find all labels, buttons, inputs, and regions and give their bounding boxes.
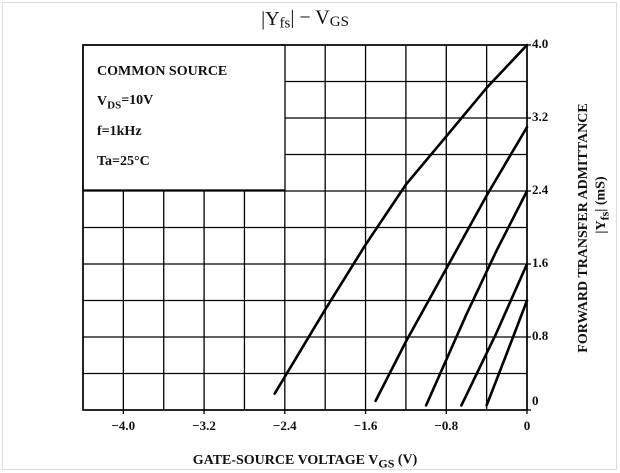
y-tick-label: 4.0 — [532, 36, 548, 51]
y-axis-label-part: |Y — [594, 220, 609, 233]
annotation-part: V — [97, 94, 107, 109]
plot-border — [82, 44, 528, 411]
chart-title-sub: GS — [330, 14, 349, 30]
curve — [374, 125, 529, 403]
y-tick-label: 2.4 — [532, 182, 549, 197]
annotation: f=1kHz — [97, 124, 142, 139]
annotation: Ta=25°C — [97, 154, 150, 169]
annotation-part: COMMON SOURCE — [97, 64, 227, 79]
annotation: COMMON SOURCE — [97, 64, 227, 79]
x-tick-label: −1.6 — [354, 418, 378, 433]
curve — [460, 262, 529, 407]
x-tick-label: −2.4 — [273, 418, 297, 433]
x-axis-label-sub: GS — [378, 456, 394, 470]
annotation-part: f=1kHz — [97, 124, 142, 139]
x-tick-label: −0.8 — [434, 418, 458, 433]
y-axis-label-part: | (mS) — [594, 176, 609, 212]
y-tick-label: 3.2 — [532, 109, 548, 124]
x-tick-label: −3.2 — [192, 418, 216, 433]
annotation-part: =10V — [121, 93, 153, 108]
annotation-sub: DS — [107, 99, 121, 111]
curve — [273, 43, 529, 395]
y-tick-label: 1.6 — [532, 255, 549, 270]
chart-title-part: |Y — [261, 8, 279, 30]
x-tick-label: 0 — [524, 418, 531, 433]
x-axis-label: GATE-SOURCE VOLTAGE VGS (V) — [193, 453, 418, 471]
y-axis-label-sub: fs — [597, 211, 611, 220]
y-axis-label: FORWARD TRANSFER ADMITTANCE — [576, 103, 591, 352]
y-axis-label-part: FORWARD TRANSFER ADMITTANCE — [576, 103, 591, 352]
curve — [485, 299, 529, 407]
chart-title-part: | − V — [290, 6, 330, 28]
annotation-part: Ta=25°C — [97, 154, 150, 169]
x-tick-label: −4.0 — [112, 418, 136, 433]
y-tick-label: 0.8 — [532, 328, 549, 343]
curve — [424, 189, 529, 407]
y-axis-label: |Yfs| (mS) — [594, 176, 612, 234]
x-axis-label-part: (V) — [394, 453, 417, 468]
chart-title: |Yfs| − VGS — [261, 6, 349, 32]
y-tick-label: 0 — [532, 393, 539, 408]
annotation: VDS=10V — [97, 93, 153, 111]
chart-title-sub: fs — [280, 16, 291, 32]
x-axis-label-part: GATE-SOURCE VOLTAGE V — [193, 453, 379, 468]
